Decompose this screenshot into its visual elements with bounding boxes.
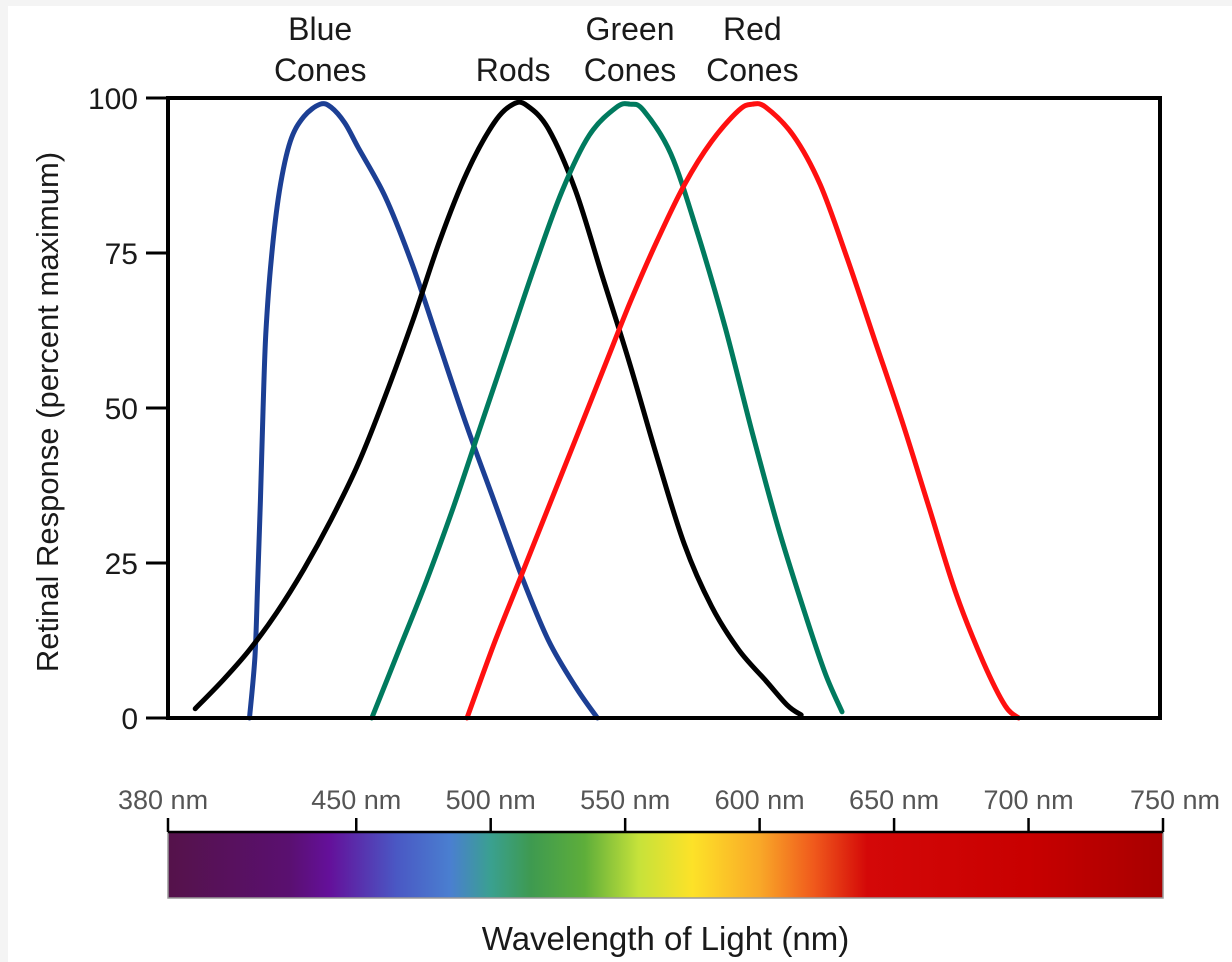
x-axis-label: Wavelength of Light (nm) [482,920,849,957]
green-cones-label: Green [586,11,675,47]
green-cones-curve [369,101,845,721]
red-cones-label: Red [723,11,782,47]
y-tick-label: 100 [88,83,138,116]
y-tick-label: 50 [105,393,138,426]
chart-svg: Blue Cones Rods Green Cones Red Cones 0 25 50 75 1… [30,11,1220,957]
wavelength-tick-label: 450 nm [311,785,401,815]
wavelength-tick-label: 700 nm [984,785,1074,815]
blue-cones-label: Blue [288,11,352,47]
green-cones-label: Cones [584,52,677,88]
rods-label: Rods [476,52,551,88]
wavelength-tick-label: 750 nm [1130,785,1220,815]
y-tick-label: 25 [105,548,138,581]
wavelength-tick-label: 600 nm [715,785,805,815]
y-axis: 0 25 50 75 100 [88,83,168,736]
wavelength-tick-label: 550 nm [580,785,670,815]
plot-frame [166,96,1162,720]
red-cones-curve [464,101,1022,721]
rods-curve [192,99,804,718]
retinal-response-chart: Blue Cones Rods Green Cones Red Cones 0 25 50 75 1… [8,6,1232,962]
wavelength-tick-label: 500 nm [446,785,536,815]
series-labels: Blue Cones Rods Green Cones Red Cones [274,11,799,88]
blue-cones-curve [247,101,600,721]
spectrum-bar [167,831,1164,899]
y-axis-label: Retinal Response (percent maximum) [30,152,65,672]
red-cones-label: Cones [706,52,799,88]
blue-cones-label: Cones [274,52,367,88]
wavelength-tick-label: 650 nm [849,785,939,815]
response-curves [192,99,1022,721]
wavelength-spectrum: 380 nm 450 nm 500 nm 550 nm 600 nm 650 nm 700 … [118,785,1220,899]
y-tick-label: 0 [121,703,138,736]
wavelength-tick-label: 380 nm [118,785,208,815]
y-tick-label: 75 [105,238,138,271]
